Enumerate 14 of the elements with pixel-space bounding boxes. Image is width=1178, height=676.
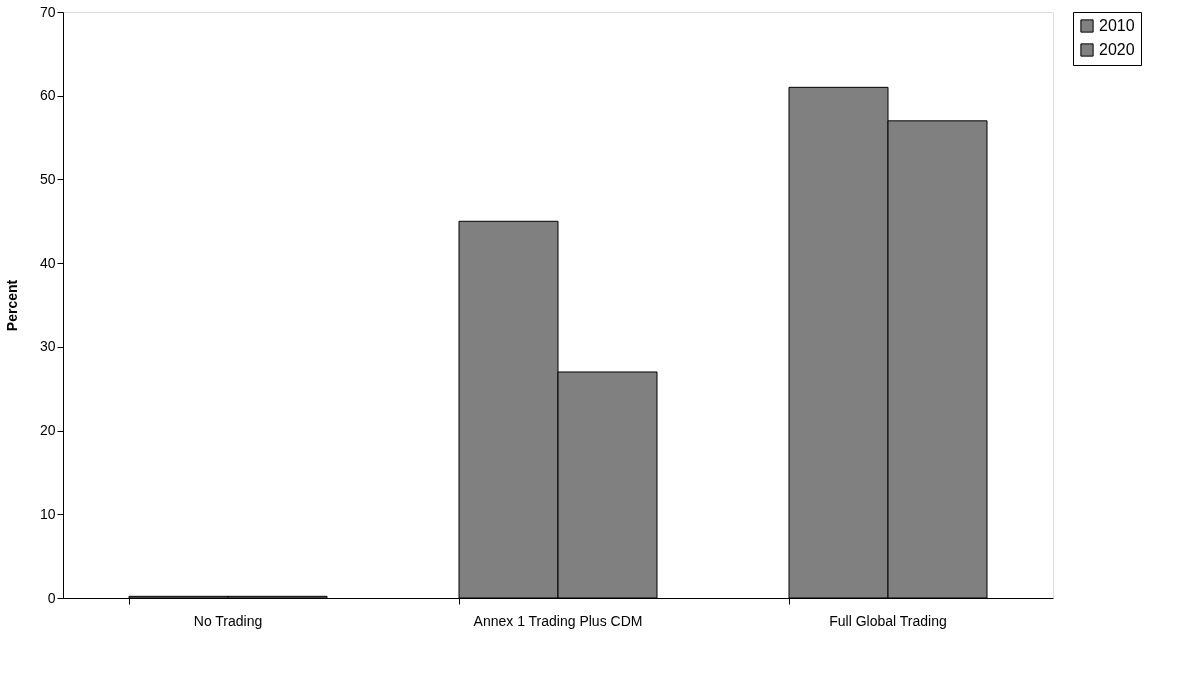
x-tick-label: Full Global Trading: [829, 612, 947, 629]
y-tick-label: 10: [39, 505, 56, 522]
x-tick-label: Annex 1 Trading Plus CDM: [473, 612, 643, 629]
legend-label: 2020: [1099, 41, 1135, 58]
legend-label: 2010: [1099, 17, 1135, 34]
y-tick-label: 0: [47, 589, 56, 606]
y-tick-label: 40: [39, 254, 56, 271]
y-tick-label: 60: [39, 87, 56, 104]
y-axis-title: Percent: [3, 279, 20, 332]
y-tick-label: 30: [39, 338, 56, 355]
y-tick-label: 70: [39, 3, 56, 20]
y-tick-label: 20: [39, 422, 56, 439]
x-tick-label: No Trading: [193, 612, 263, 629]
y-tick-label: 50: [39, 170, 56, 187]
